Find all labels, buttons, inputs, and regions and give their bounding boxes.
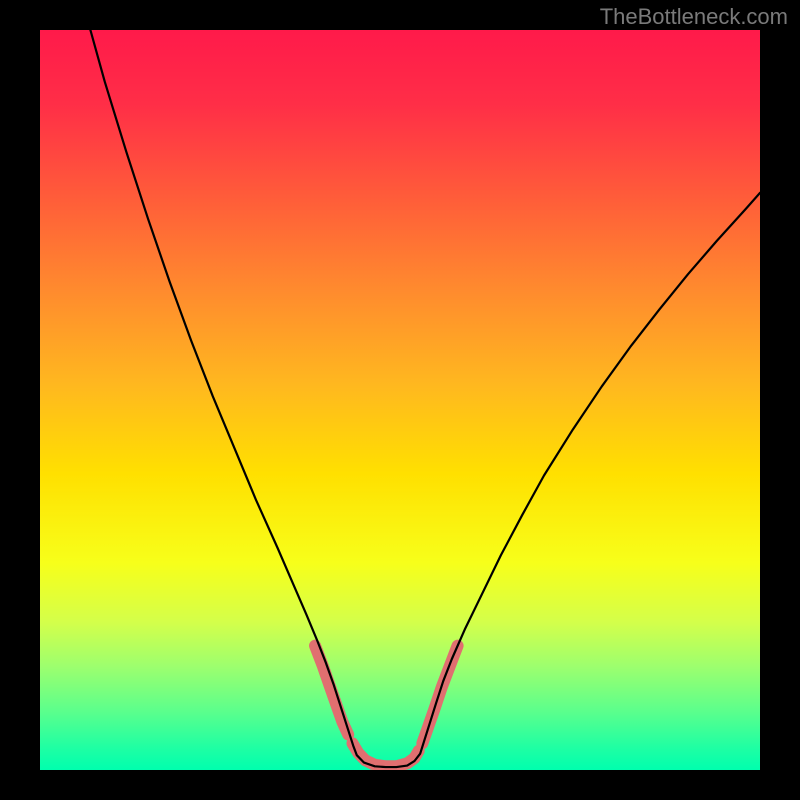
gradient-background xyxy=(40,30,760,770)
chart-frame: TheBottleneck.com xyxy=(0,0,800,800)
bottleneck-chart xyxy=(40,30,760,770)
watermark-text: TheBottleneck.com xyxy=(600,4,788,30)
